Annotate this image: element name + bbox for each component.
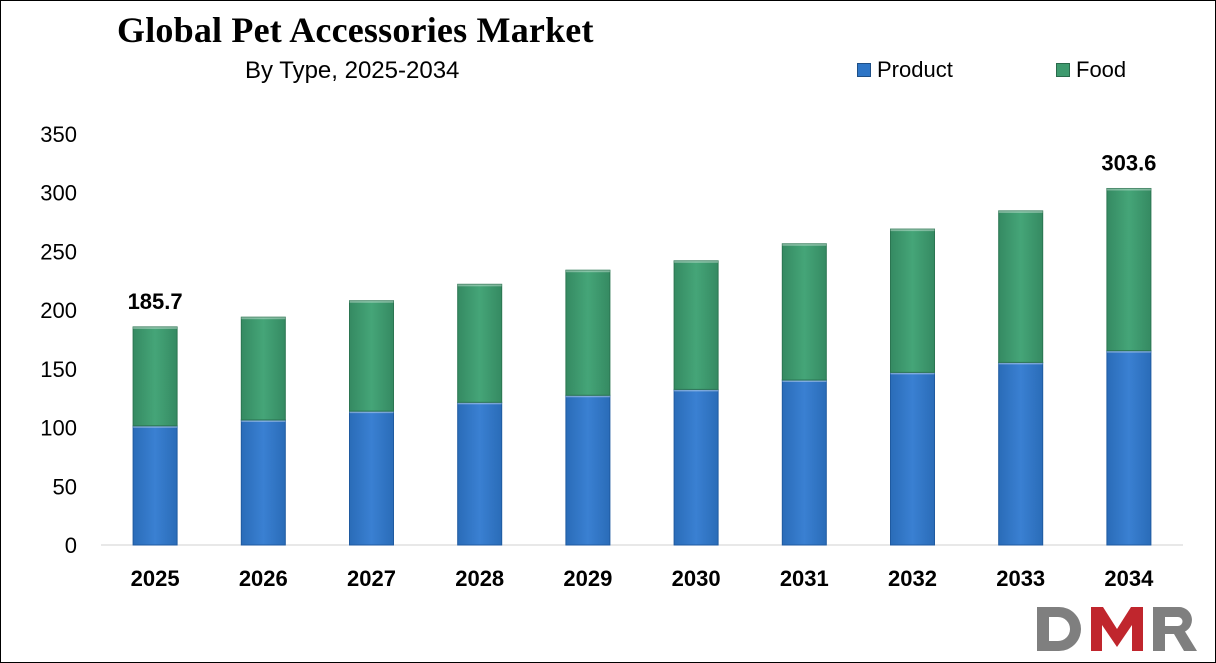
bar-food-2029: [565, 269, 611, 396]
total-data-label: 303.6: [1101, 150, 1156, 175]
chart-title: Global Pet Accessories Market: [117, 10, 594, 50]
x-tick-label: 2027: [347, 566, 396, 591]
total-data-label: 185.7: [128, 289, 183, 314]
x-tick-label: 2026: [239, 566, 288, 591]
bar-highlight: [782, 380, 827, 383]
bar-highlight: [241, 419, 286, 422]
bar-food-2028: [457, 283, 503, 403]
bar-food-2026: [240, 316, 286, 421]
bar-product-2027: [349, 410, 394, 546]
legend-label-product: Product: [877, 57, 953, 82]
x-tick-label: 2028: [455, 566, 504, 591]
y-tick-label: 100: [40, 416, 77, 441]
bar-highlight: [1106, 188, 1151, 191]
y-tick-label: 50: [53, 474, 77, 499]
x-tick-label: 2032: [888, 566, 937, 591]
bar-highlight: [1106, 350, 1151, 353]
y-tick-label: 200: [40, 298, 77, 323]
x-tick-label: 2031: [780, 566, 829, 591]
bar-highlight: [674, 389, 719, 392]
legend-swatch-food: [1056, 63, 1070, 77]
bar-food-2033: [998, 210, 1044, 363]
bar-highlight: [674, 260, 719, 263]
y-tick-label: 350: [40, 122, 77, 147]
bar-food-2031: [781, 243, 827, 381]
bar-highlight: [133, 425, 178, 428]
y-tick-label: 150: [40, 357, 77, 382]
bar-product-2033: [998, 361, 1044, 546]
bar-product-2030: [673, 388, 719, 546]
bar-product-2026: [240, 419, 286, 546]
bar-highlight: [998, 210, 1043, 213]
x-tick-label: 2025: [131, 566, 180, 591]
bar-product-2029: [565, 394, 611, 546]
bar-product-2031: [781, 379, 827, 546]
y-tick-label: 300: [40, 181, 77, 206]
bar-highlight: [457, 284, 502, 287]
y-tick-label: 250: [40, 239, 77, 264]
bar-food-2032: [890, 228, 935, 373]
bar-highlight: [241, 317, 286, 320]
bar-highlight: [565, 270, 610, 273]
bar-food-2027: [349, 300, 394, 412]
bar-highlight: [782, 243, 827, 246]
bar-highlight: [890, 372, 935, 375]
bar-product-2028: [457, 401, 503, 546]
bar-food-2034: [1106, 187, 1152, 352]
legend-item-food: Food: [1056, 57, 1126, 83]
bar-food-2030: [673, 260, 719, 390]
bar-highlight: [349, 411, 394, 414]
legend-label-food: Food: [1076, 57, 1127, 82]
x-tick-label: 2034: [1104, 566, 1154, 591]
bar-highlight: [457, 402, 502, 405]
legend-swatch-product: [857, 63, 871, 77]
bar-food-2025: [132, 326, 178, 427]
x-tick-label: 2030: [672, 566, 721, 591]
legend-item-product: Product: [857, 57, 953, 83]
y-tick-label: 0: [65, 533, 77, 558]
bar-highlight: [890, 229, 935, 232]
x-tick-label: 2029: [563, 566, 612, 591]
bar-product-2032: [890, 371, 935, 546]
bar-highlight: [565, 395, 610, 398]
x-tick-label: 2033: [996, 566, 1045, 591]
chart-subtitle: By Type, 2025-2034: [245, 57, 460, 84]
bar-highlight: [998, 362, 1043, 365]
dmr-logo: [1037, 607, 1197, 651]
bar-highlight: [349, 300, 394, 303]
bar-highlight: [133, 326, 178, 329]
bar-product-2025: [132, 425, 178, 546]
bar-product-2034: [1106, 350, 1152, 546]
